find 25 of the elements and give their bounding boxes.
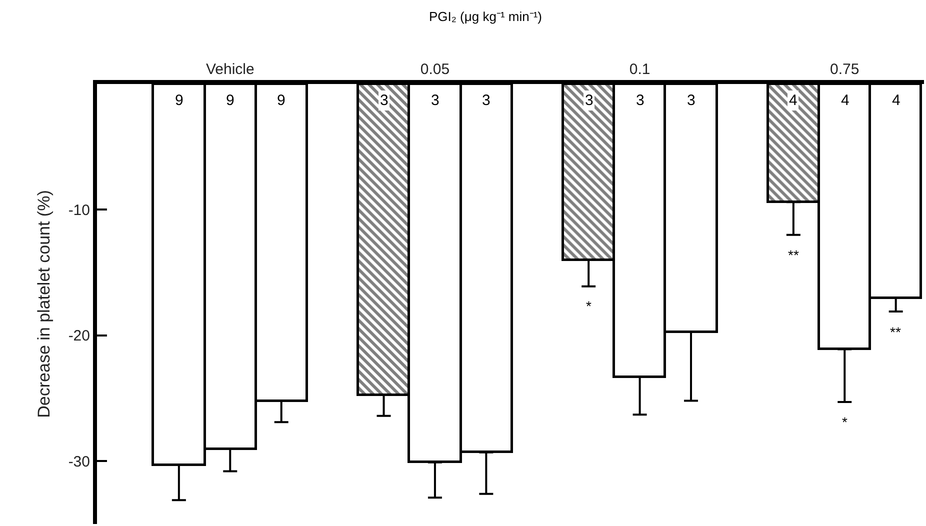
annotation: 3 — [380, 92, 388, 109]
annotation: ** — [788, 247, 800, 263]
annotation: ** — [890, 324, 902, 340]
x-tick-label: 0.05 — [420, 61, 450, 78]
y-tick-label: -30 — [68, 453, 90, 470]
annotation: * — [842, 414, 848, 430]
annotation: 9 — [226, 92, 234, 109]
annotation: 3 — [482, 92, 490, 109]
annotation: 3 — [687, 92, 696, 109]
annotation: 3 — [431, 92, 440, 109]
annotation: 3 — [585, 92, 594, 109]
annotation: 4 — [892, 92, 900, 109]
annotation: 3 — [636, 92, 644, 109]
annotation: * — [586, 298, 592, 314]
x-tick-label: 0.1 — [629, 61, 650, 78]
annotation: 4 — [841, 92, 850, 109]
annotation: 9 — [175, 92, 184, 109]
x-tick-label: 0.75 — [830, 61, 860, 78]
y-tick-label: -10 — [68, 202, 90, 219]
x-tick-label: Vehicle — [206, 61, 254, 78]
text: PGI₂ (μg kg⁻¹ min⁻¹) — [429, 9, 542, 24]
annotation: 4 — [789, 92, 798, 109]
y-tick-label: -20 — [68, 328, 90, 345]
annotation: 9 — [277, 92, 286, 109]
y-axis-title: Decrease in platelet count (%) — [34, 190, 54, 418]
